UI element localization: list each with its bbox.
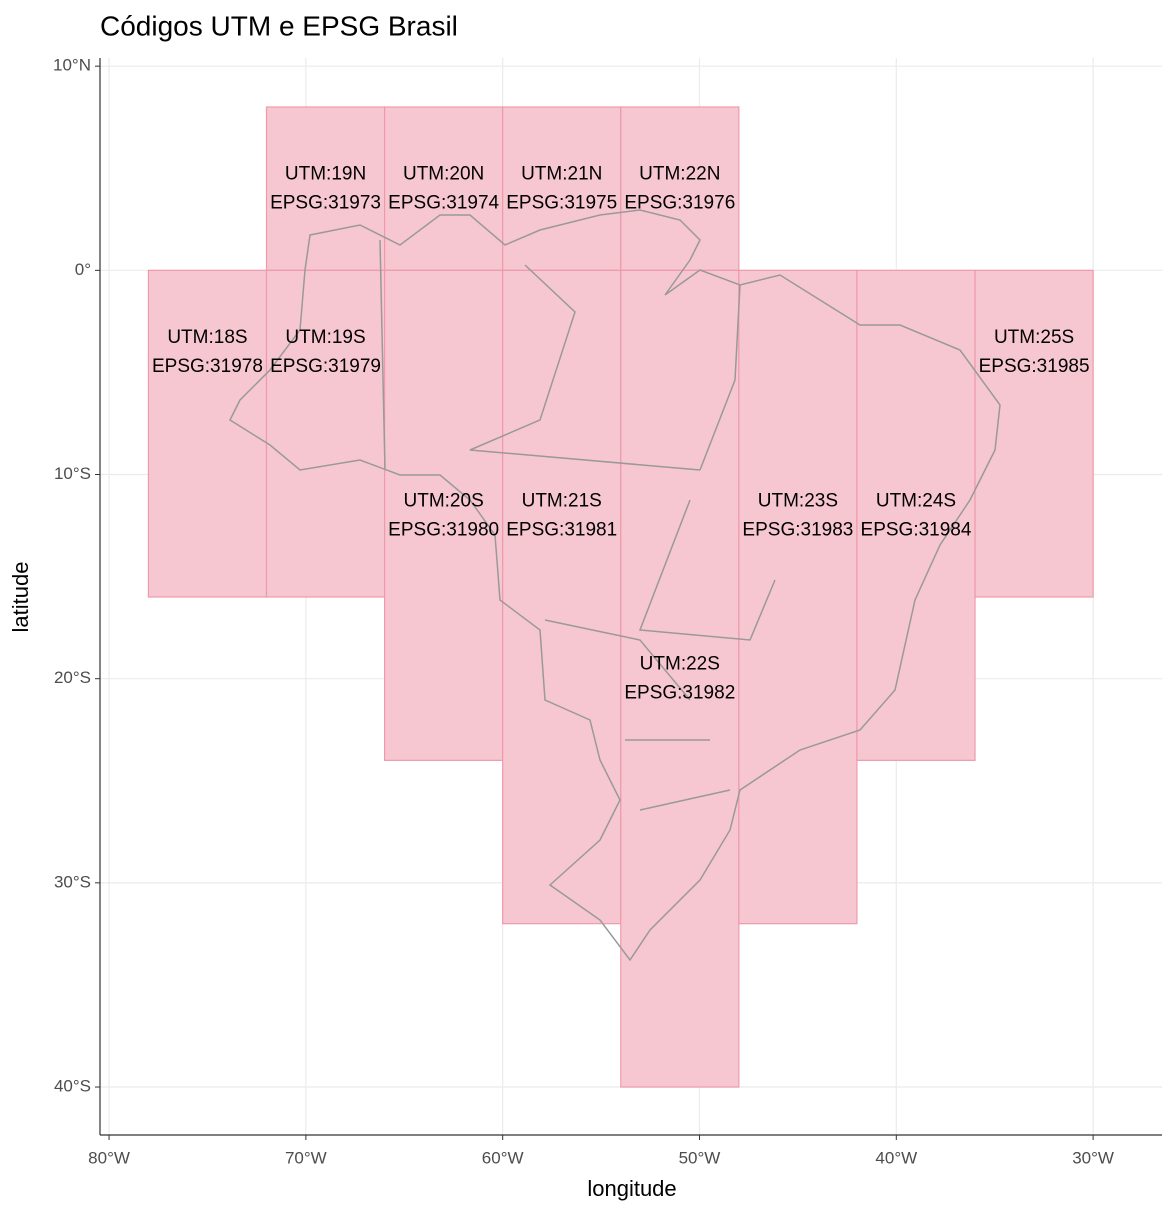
zone-labels: UTM:19N EPSG:31973 UTM:20N EPSG:31974 UTM:21… xyxy=(152,164,1090,704)
zone-name: UTM:19S xyxy=(285,327,365,348)
zone-name: UTM:25S xyxy=(994,327,1074,348)
zone-epsg: EPSG:31980 xyxy=(388,519,499,540)
utm-zone xyxy=(147,269,268,598)
zone-epsg: EPSG:31983 xyxy=(742,519,853,540)
zone-epsg: EPSG:31979 xyxy=(270,356,381,377)
utm-zone xyxy=(265,269,386,598)
utm-zone xyxy=(265,106,386,271)
x-tick-label: 80°W xyxy=(88,1148,130,1167)
utm-zone xyxy=(383,106,504,271)
utm-zone xyxy=(502,106,622,271)
zone-epsg: EPSG:31982 xyxy=(624,683,735,704)
y-tick-label: 10°S xyxy=(54,464,91,483)
zone-name: UTM:20N xyxy=(403,164,484,185)
y-tick-label: 10°N xyxy=(53,56,91,75)
brazil-outline xyxy=(229,209,1001,962)
y-tick-label: 0° xyxy=(75,260,91,279)
zone-epsg: EPSG:31974 xyxy=(388,193,499,214)
zone-name: UTM:21S xyxy=(522,490,602,511)
y-tick-label: 40°S xyxy=(54,1077,91,1096)
y-tick-label: 30°S xyxy=(54,872,91,891)
utm-zone xyxy=(502,269,622,925)
utm-zone xyxy=(383,269,504,761)
utm-zone xyxy=(620,269,740,1088)
zone-epsg: EPSG:31976 xyxy=(624,193,735,214)
y-tick-label: 20°S xyxy=(54,668,91,687)
zone-epsg: EPSG:31981 xyxy=(506,519,617,540)
zone-name: UTM:20S xyxy=(404,490,484,511)
x-tick-label: 60°W xyxy=(482,1148,524,1167)
utm-zone xyxy=(620,106,740,271)
zone-epsg: EPSG:31984 xyxy=(861,519,972,540)
utm-zone xyxy=(738,269,858,925)
utm-zone xyxy=(974,269,1094,598)
zone-epsg: EPSG:31973 xyxy=(270,193,381,214)
x-tick-label: 70°W xyxy=(285,1148,327,1167)
zone-name: UTM:21N xyxy=(521,164,602,185)
x-tick-label: 30°W xyxy=(1072,1148,1114,1167)
zone-name: UTM:23S xyxy=(758,490,838,511)
zone-name: UTM:22N xyxy=(639,164,720,185)
utm-zone xyxy=(856,269,976,761)
zone-epsg: EPSG:31985 xyxy=(979,356,1090,377)
chart-title: Códigos UTM e EPSG Brasil xyxy=(100,10,458,41)
x-axis-title: longitude xyxy=(587,1176,676,1201)
x-tick-label: 40°W xyxy=(875,1148,917,1167)
zone-name: UTM:22S xyxy=(640,654,720,675)
y-axis-title: latitude xyxy=(8,562,33,633)
zone-epsg: EPSG:31978 xyxy=(152,356,263,377)
zones xyxy=(147,106,1094,1088)
zone-name: UTM:19N xyxy=(285,164,366,185)
zone-name: UTM:24S xyxy=(876,490,956,511)
zone-epsg: EPSG:31975 xyxy=(506,193,617,214)
zone-name: UTM:18S xyxy=(167,327,247,348)
x-tick-label: 50°W xyxy=(679,1148,721,1167)
